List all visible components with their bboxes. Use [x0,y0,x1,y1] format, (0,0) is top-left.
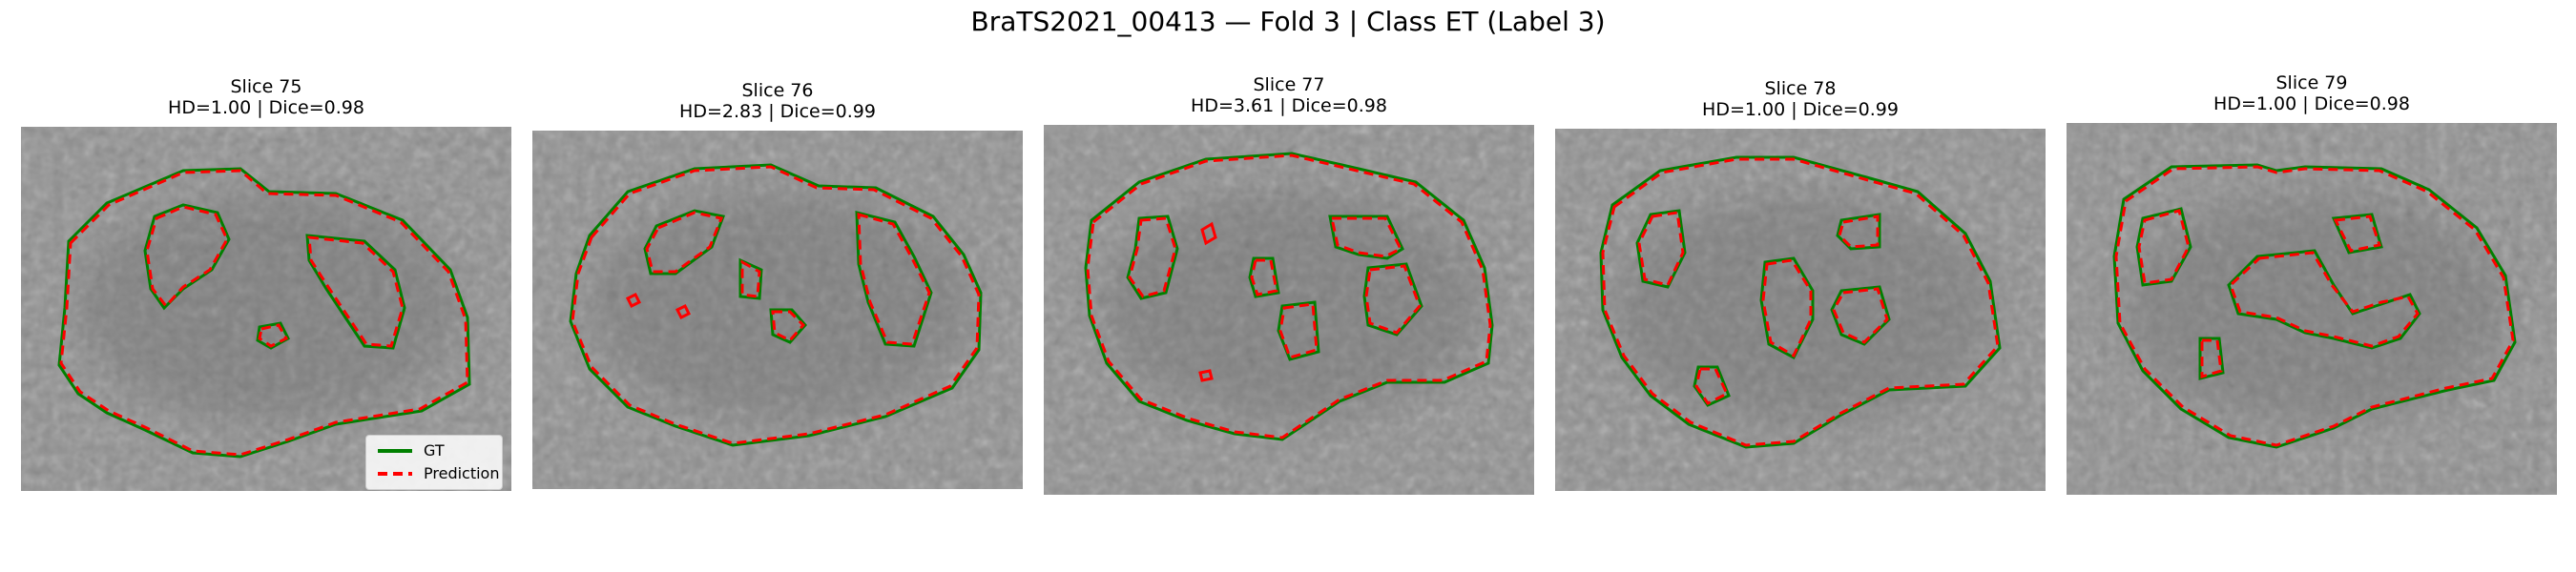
pred-inner-contour [2200,338,2223,379]
pred-inner-contour [771,310,806,342]
gt-inner-contour [1277,300,1320,361]
pred-inner-contour [675,303,692,320]
pred-inner-contour [1198,369,1214,382]
gt-inner-contour [643,209,726,276]
gt-inner-contour [2135,207,2192,287]
pred-inner-contour [1330,216,1403,258]
pred-inner-contour [2137,209,2191,285]
gt-inner-contour [2198,337,2225,380]
gt-contour [57,167,471,459]
gt-inner-contour [1836,213,1881,251]
gt-line-swatch [378,449,412,453]
pred-inner-contour [1761,258,1813,358]
pred-contour [571,165,981,445]
pred-inner-contour [2229,251,2420,348]
gt-inner-contour [738,257,763,300]
mri-slice-panel-2 [532,131,1023,489]
slice-label: Slice 75 [230,76,302,97]
pred-inner-contour [1200,221,1217,246]
gt-inner-contour [2331,213,2383,255]
gt-contour [569,163,983,447]
gt-inner-contour [1635,209,1687,289]
panel-title-4: Slice 78 HD=1.00 | Dice=0.99 [1555,78,2046,120]
gt-inner-contour [855,211,933,348]
prediction-line-swatch [378,472,412,476]
pred-inner-contour [1838,214,1880,249]
pred-inner-contour [145,205,229,309]
metrics-label: HD=1.00 | Dice=0.98 [168,97,364,118]
metrics-label: HD=1.00 | Dice=0.98 [2213,93,2410,114]
gt-inner-contour [1362,262,1423,337]
pred-contour [2114,165,2515,447]
pred-contour [1601,157,2000,447]
pred-inner-contour [1278,302,1319,359]
pred-inner-contour [258,323,289,348]
figure-title: BraTS2021_00413 — Fold 3 | Class ET (Lab… [970,6,1606,37]
legend-gt-label: GT [424,441,445,460]
gt-inner-contour [1830,285,1891,346]
pred-inner-contour [1637,211,1685,287]
legend-entry-prediction: Prediction [374,464,499,483]
mri-slice-panel-3 [1044,125,1534,495]
mri-slice-panel-1 [21,127,511,491]
mri-slice-panel-4 [1555,129,2046,491]
legend-entry-gt: GT [374,441,494,460]
panel-title-3: Slice 77 HD=3.61 | Dice=0.98 [1044,74,1534,116]
pred-inner-contour [307,235,405,348]
gt-contour [1084,152,1494,441]
slice-label: Slice 76 [741,80,814,101]
gt-inner-contour [1126,214,1179,300]
pred-inner-contour [1364,264,1422,335]
metrics-label: HD=3.61 | Dice=0.98 [1191,95,1387,116]
slice-label: Slice 79 [2275,72,2348,93]
gt-inner-contour [305,234,406,350]
slice-label: Slice 77 [1253,74,1325,95]
pred-inner-contour [1832,287,1889,344]
gt-inner-contour [1328,214,1404,260]
gt-contour [2112,163,2517,449]
panel-title-1: Slice 75 HD=1.00 | Dice=0.98 [21,76,511,118]
metrics-label: HD=2.83 | Dice=0.99 [679,101,876,122]
pred-inner-contour [1694,367,1729,405]
gt-inner-contour [2227,249,2421,350]
pred-contour [1086,153,1492,439]
gt-inner-contour [256,321,290,350]
metrics-label: HD=1.00 | Dice=0.99 [1702,99,1899,120]
gt-inner-contour [1693,365,1731,407]
pred-inner-contour [1128,216,1177,298]
mri-slice-panel-5 [2067,123,2557,495]
gt-inner-contour [1248,256,1280,298]
slice-label: Slice 78 [1764,78,1837,99]
pred-inner-contour [2333,214,2381,253]
panel-title-5: Slice 79 HD=1.00 | Dice=0.98 [2067,72,2557,114]
pred-contour [59,169,469,457]
gt-contour [1599,155,2002,449]
pred-inner-contour [857,213,931,346]
pred-inner-contour [625,292,642,309]
legend-prediction-label: Prediction [424,464,500,482]
panel-title-2: Slice 76 HD=2.83 | Dice=0.99 [532,80,1023,122]
legend: GT Prediction [365,435,503,490]
